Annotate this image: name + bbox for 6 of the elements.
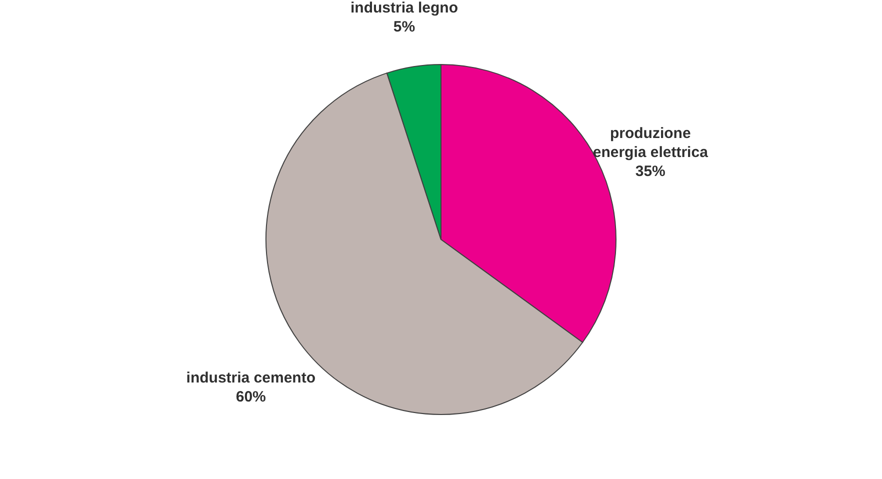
slice-label: industria cemento <box>186 370 316 387</box>
data-label: 5% <box>393 18 416 36</box>
slice-label: produzione energia elettrica <box>592 124 709 161</box>
data-label: 60% <box>236 388 266 406</box>
data-label: 35% <box>635 162 666 180</box>
slice-label: industria legno <box>350 0 458 16</box>
